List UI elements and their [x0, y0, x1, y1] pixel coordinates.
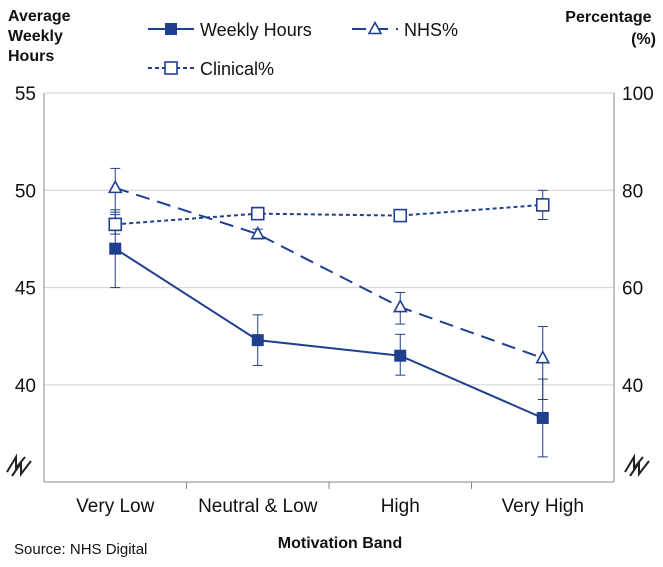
- legend-label: Weekly Hours: [200, 20, 312, 40]
- data-point: [251, 334, 264, 347]
- right-axis-title-line-2: (%): [631, 31, 656, 48]
- data-point: [250, 225, 266, 240]
- data-point: [250, 206, 265, 221]
- left-axis-break-icon: [6, 453, 34, 478]
- right-tick-label: 40: [622, 376, 643, 397]
- series-line: [115, 203, 543, 226]
- axes: [6, 93, 652, 489]
- left-tick-label: 50: [15, 181, 36, 202]
- series-line: [114, 247, 544, 419]
- legend-marker: [165, 23, 177, 35]
- data-point: [535, 198, 550, 212]
- series: [107, 167, 551, 458]
- x-axis-title: Motivation Band: [278, 535, 402, 552]
- left-axis-ticks: 55 50 45 40: [15, 84, 36, 397]
- series-clinical-: [108, 189, 550, 235]
- data-point: [536, 411, 549, 424]
- left-tick-label: 40: [15, 376, 36, 397]
- gridlines: [44, 92, 614, 386]
- series-weekly-hours: [109, 209, 549, 458]
- data-point: [109, 242, 122, 255]
- right-tick-label: 60: [622, 279, 643, 300]
- x-tick-label: High: [381, 496, 420, 517]
- left-axis-title-line-1: Average: [8, 8, 71, 25]
- x-tick-label: Very Low: [76, 496, 154, 517]
- data-point: [535, 349, 551, 364]
- data-point: [393, 208, 408, 223]
- x-tick-label: Neutral & Low: [198, 496, 318, 517]
- legend: Weekly Hours NHS% Clinical%: [148, 20, 458, 79]
- right-axis-title-line-1: Percentage: [565, 9, 651, 26]
- legend-marker: [164, 61, 178, 75]
- right-tick-label: 80: [622, 181, 643, 202]
- series-line: [114, 186, 544, 360]
- legend-item: Clinical%: [148, 59, 274, 79]
- legend-item: NHS%: [352, 20, 458, 40]
- legend-label: Clinical%: [200, 59, 274, 79]
- left-axis-title: Average Weekly Hours: [8, 8, 75, 65]
- series-nhs-: [107, 167, 551, 400]
- legend-label: NHS%: [404, 20, 458, 40]
- left-axis-title-line-2: Weekly: [8, 28, 63, 45]
- right-tick-label: 100: [622, 84, 654, 105]
- source-note: Source: NHS Digital: [14, 541, 147, 558]
- legend-item: Weekly Hours: [148, 20, 312, 40]
- left-tick-label: 55: [15, 84, 36, 105]
- right-axis-break-icon: [624, 453, 652, 478]
- data-point: [392, 298, 408, 313]
- x-tick-label: Very High: [502, 496, 584, 517]
- right-axis-ticks: 100 80 60 40: [622, 84, 654, 397]
- data-point: [107, 179, 123, 194]
- left-axis-title-line-3: Hours: [8, 48, 54, 65]
- data-point: [108, 217, 123, 232]
- legend-marker: [367, 20, 383, 35]
- data-point: [394, 349, 407, 362]
- x-axis-ticks: Very Low Neutral & Low High Very High: [76, 496, 584, 517]
- left-tick-label: 45: [15, 279, 36, 300]
- right-axis-title: Percentage (%): [565, 9, 656, 48]
